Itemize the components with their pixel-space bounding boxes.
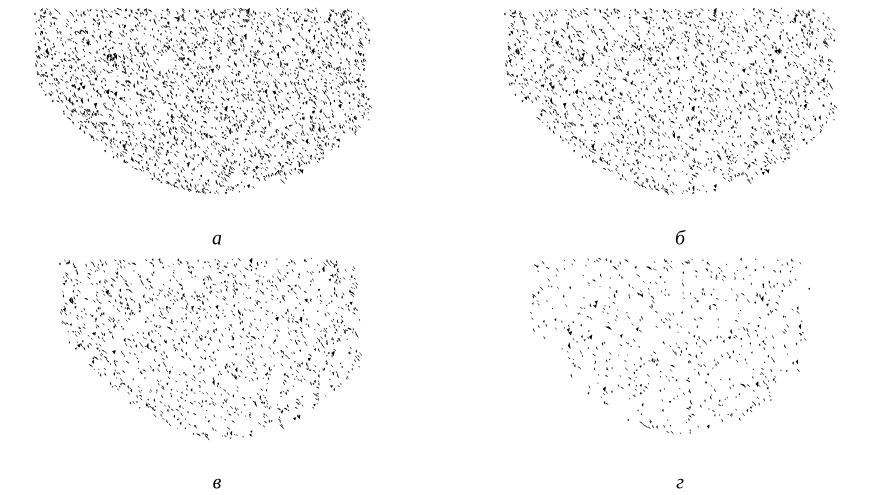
speckle-image <box>504 8 837 195</box>
figure-canvas: а б в г <box>0 0 880 495</box>
panel <box>34 8 372 194</box>
speckle-image <box>59 258 362 440</box>
panel-label: г <box>676 472 684 494</box>
panel <box>504 8 837 195</box>
panel-label: б <box>675 228 686 250</box>
panel <box>59 258 362 440</box>
speckle-image <box>530 258 810 434</box>
panel-label: а <box>212 228 222 250</box>
figure: а б в г <box>0 0 880 495</box>
speckle-image <box>34 8 372 194</box>
panel-label: в <box>213 472 222 494</box>
panel <box>530 258 810 434</box>
